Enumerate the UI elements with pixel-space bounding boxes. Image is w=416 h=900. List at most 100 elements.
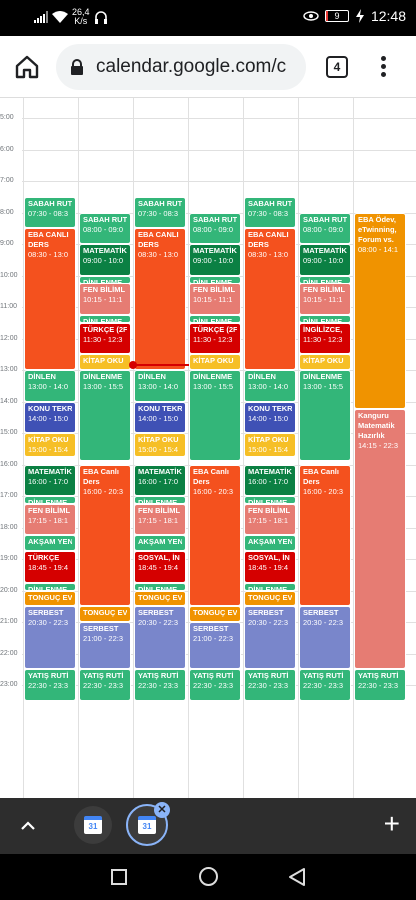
calendar-event[interactable]: DİNLENME bbox=[244, 582, 296, 591]
calendar-event[interactable]: EBA CANLI DERS 08:30 - 13:0 bbox=[24, 228, 76, 370]
calendar-event[interactable]: TÜRKÇE 18:45 - 19:4 bbox=[24, 551, 76, 583]
calendar-event[interactable]: DİNLENME bbox=[299, 314, 351, 323]
calendar-event[interactable]: DİNLENME 13:00 - 15:5 bbox=[299, 370, 351, 462]
calendar-event[interactable]: KONU TEKR 14:00 - 15:0 bbox=[24, 401, 76, 433]
calendar-event[interactable]: TÜRKÇE (2F 11:30 - 12:3 bbox=[189, 322, 241, 355]
event-time: 13:00 - 15:5 bbox=[83, 382, 124, 391]
calendar-event[interactable]: KONU TEKR 14:00 - 15:0 bbox=[134, 401, 186, 433]
current-time-dot bbox=[129, 360, 137, 369]
calendar-event[interactable]: KİTAP OKU bbox=[189, 354, 241, 370]
calendar-event[interactable]: EBA CANLI DERS 08:30 - 13:0 bbox=[244, 228, 296, 370]
back-icon[interactable] bbox=[288, 867, 306, 887]
calendar-event[interactable]: DİNLENME bbox=[299, 275, 351, 284]
calendar-event[interactable]: EBA Canlı Ders 16:00 - 20:3 bbox=[299, 464, 351, 607]
calendar-event[interactable]: SOSYAL, İN 18:45 - 19:4 bbox=[134, 551, 186, 583]
calendar-event[interactable]: YATIŞ RUTİ 22:30 - 23:3 bbox=[134, 669, 186, 701]
new-tab-icon[interactable]: + bbox=[383, 808, 400, 839]
calendar-event[interactable]: FEN BİLİML 17:15 - 18:1 bbox=[244, 503, 296, 536]
calendar-event[interactable]: KİTAP OKU 15:00 - 15:4 bbox=[244, 433, 296, 457]
address-bar[interactable]: calendar.google.com/c bbox=[56, 44, 306, 90]
calendar-event[interactable]: FEN BİLİML 17:15 - 18:1 bbox=[24, 503, 76, 536]
calendar-event[interactable]: KİTAP OKU 15:00 - 15:4 bbox=[24, 433, 76, 457]
recent-apps-icon[interactable] bbox=[111, 869, 127, 885]
calendar-event[interactable]: EBA Ödev, eTwinning, Forum vs. 08:00 - 14… bbox=[354, 212, 406, 410]
calendar-event[interactable]: SABAH RUT 07:30 - 08:3 bbox=[244, 196, 296, 229]
calendar-event[interactable]: SABAH RUT 07:30 - 08:3 bbox=[134, 196, 186, 229]
calendar-event[interactable]: SOSYAL, İN 18:45 - 19:4 bbox=[244, 551, 296, 583]
calendar-event[interactable]: MATEMATİK 09:00 - 10:0 bbox=[189, 244, 241, 276]
calendar-event[interactable]: DİNLENME bbox=[24, 582, 76, 591]
calendar-event[interactable]: İNGİLİZCE, 11:30 - 12:3 bbox=[299, 322, 351, 355]
calendar-event[interactable]: DİNLENME bbox=[189, 275, 241, 284]
calendar-event[interactable]: DİNLEN 13:00 - 14:0 bbox=[244, 370, 296, 402]
calendar-event[interactable]: SERBEST 20:30 - 22:3 bbox=[134, 606, 186, 670]
calendar-event[interactable]: TONGUÇ EV bbox=[24, 590, 76, 607]
calendar-event[interactable]: AKŞAM YEN bbox=[134, 535, 186, 552]
calendar-event[interactable]: TONGUÇ EV bbox=[79, 606, 131, 622]
calendar-event[interactable]: SERBEST 20:30 - 22:3 bbox=[244, 606, 296, 670]
calendar-event[interactable]: SERBEST 20:30 - 22:3 bbox=[24, 606, 76, 670]
calendar-event[interactable]: KİTAP OKU bbox=[299, 354, 351, 370]
calendar-event[interactable]: FEN BİLİML 10:15 - 11:1 bbox=[189, 283, 241, 315]
close-tab-icon[interactable]: ✕ bbox=[154, 802, 170, 818]
calendar-event[interactable]: AKŞAM YEN bbox=[244, 535, 296, 552]
calendar-event[interactable]: YATIŞ RUTİ 22:30 - 23:3 bbox=[24, 669, 76, 701]
tab-calendar-1[interactable]: 31 bbox=[74, 806, 112, 844]
calendar-event[interactable]: DİNLENME 13:00 - 15:5 bbox=[79, 370, 131, 462]
calendar-week-grid[interactable]: 5:00 6:00 7:00 8:00 9:00 10:00 11:00 12:00 13:00… bbox=[0, 98, 416, 798]
calendar-event[interactable]: FEN BİLİML 10:15 - 11:1 bbox=[299, 283, 351, 315]
home-icon[interactable] bbox=[14, 54, 40, 80]
calendar-event[interactable]: DİNLENME bbox=[134, 496, 186, 504]
calendar-event[interactable]: EBA Canlı Ders 16:00 - 20:3 bbox=[189, 464, 241, 607]
calendar-event[interactable]: DİNLENME bbox=[244, 496, 296, 504]
calendar-event[interactable]: YATIŞ RUTİ 22:30 - 23:3 bbox=[244, 669, 296, 701]
calendar-event[interactable]: MATEMATİK 09:00 - 10:0 bbox=[79, 244, 131, 276]
calendar-event[interactable]: KONU TEKR 14:00 - 15:0 bbox=[244, 401, 296, 433]
calendar-event[interactable]: MATEMATİK 16:00 - 17:0 bbox=[134, 464, 186, 496]
calendar-event[interactable]: EBA Canlı Ders 16:00 - 20:3 bbox=[79, 464, 131, 607]
clock: 12:48 bbox=[370, 8, 406, 24]
calendar-event[interactable]: YATIŞ RUTİ 22:30 - 23:3 bbox=[189, 669, 241, 701]
calendar-event[interactable]: YATIŞ RUTİ 22:30 - 23:3 bbox=[299, 669, 351, 701]
calendar-event[interactable]: DİNLENME bbox=[79, 314, 131, 323]
event-time: 22:30 - 23:3 bbox=[358, 681, 399, 691]
calendar-event[interactable]: Kanguru Matematik Hazırlık 14:15 - 22:3 bbox=[354, 409, 406, 670]
calendar-event[interactable]: YATIŞ RUTİ 22:30 - 23:3 bbox=[79, 669, 131, 701]
chevron-up-icon[interactable] bbox=[20, 818, 36, 834]
calendar-event[interactable]: DİNLENME bbox=[79, 275, 131, 284]
calendar-event[interactable]: AKŞAM YEN bbox=[24, 535, 76, 552]
home-nav-icon[interactable] bbox=[199, 867, 218, 886]
calendar-event[interactable]: EBA CANLI DERS 08:30 - 13:0 bbox=[134, 228, 186, 370]
overflow-menu-icon[interactable] bbox=[378, 54, 388, 80]
calendar-event[interactable]: TÜRKÇE (2F 11:30 - 12:3 bbox=[79, 322, 131, 355]
calendar-event[interactable]: TONGUÇ EV bbox=[244, 590, 296, 607]
calendar-event[interactable]: FEN BİLİML 10:15 - 11:1 bbox=[79, 283, 131, 315]
event-time: 14:00 - 15:0 bbox=[28, 413, 69, 423]
calendar-event[interactable]: SERBEST 21:00 - 22:3 bbox=[79, 622, 131, 670]
calendar-event[interactable]: SERBEST 21:00 - 22:3 bbox=[189, 622, 241, 670]
calendar-event[interactable]: YATIŞ RUTİ 22:30 - 23:3 bbox=[354, 669, 406, 701]
calendar-event[interactable]: MATEMATİK 16:00 - 17:0 bbox=[244, 464, 296, 496]
calendar-event[interactable]: SABAH RUT 07:30 - 08:3 bbox=[24, 196, 76, 229]
calendar-event[interactable]: DİNLEN 13:00 - 14:0 bbox=[134, 370, 186, 402]
calendar-event[interactable]: SABAH RUT 08:00 - 09:0 bbox=[299, 212, 351, 244]
tab-switcher-button[interactable]: 4 bbox=[326, 56, 348, 78]
calendar-event[interactable]: KİTAP OKU bbox=[79, 354, 131, 370]
battery-fill bbox=[325, 11, 328, 21]
calendar-event[interactable]: MATEMATİK 16:00 - 17:0 bbox=[24, 464, 76, 496]
calendar-event[interactable]: FEN BİLİML 17:15 - 18:1 bbox=[134, 503, 186, 536]
event-title: SABAH RUT bbox=[28, 198, 72, 208]
calendar-event[interactable]: MATEMATİK 09:00 - 10:0 bbox=[299, 244, 351, 276]
calendar-event[interactable]: DİNLEN 13:00 - 14:0 bbox=[24, 370, 76, 402]
url-text[interactable]: calendar.google.com/c bbox=[96, 56, 287, 77]
calendar-event[interactable]: DİNLENME bbox=[24, 496, 76, 504]
calendar-event[interactable]: SERBEST 20:30 - 22:3 bbox=[299, 606, 351, 670]
calendar-event[interactable]: SABAH RUT 08:00 - 09:0 bbox=[79, 212, 131, 244]
calendar-event[interactable]: TONGUÇ EV bbox=[134, 590, 186, 607]
calendar-event[interactable]: KİTAP OKU 15:00 - 15:4 bbox=[134, 433, 186, 457]
calendar-event[interactable]: DİNLENME bbox=[189, 314, 241, 323]
calendar-event[interactable]: SABAH RUT 08:00 - 09:0 bbox=[189, 212, 241, 244]
calendar-event[interactable]: DİNLENME bbox=[134, 582, 186, 591]
calendar-event[interactable]: TONGUÇ EV bbox=[189, 606, 241, 622]
calendar-event[interactable]: DİNLENME 13:00 - 15:5 bbox=[189, 370, 241, 462]
